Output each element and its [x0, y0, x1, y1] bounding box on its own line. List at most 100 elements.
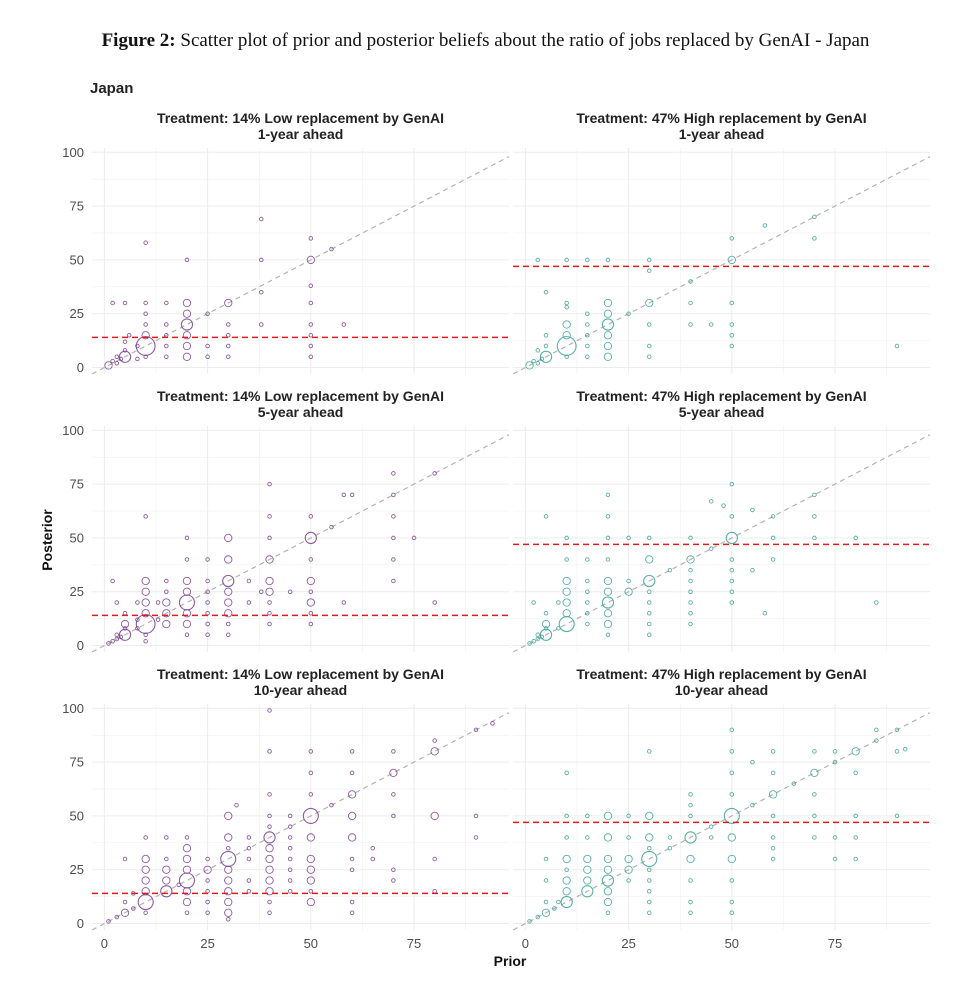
data-point	[770, 557, 776, 562]
data-point	[531, 638, 536, 644]
data-point	[832, 835, 838, 840]
data-point	[853, 813, 858, 819]
y-tick-label: 50	[70, 530, 84, 545]
data-point	[308, 611, 314, 616]
data-point	[585, 557, 590, 562]
data-point	[162, 598, 171, 607]
data-point	[259, 289, 264, 295]
data-point	[894, 343, 900, 349]
data-point	[182, 352, 192, 361]
data-point	[727, 854, 736, 864]
data-point	[603, 576, 613, 586]
data-point	[265, 854, 274, 864]
data-point	[122, 899, 128, 905]
data-point	[114, 914, 120, 920]
data-point	[543, 626, 549, 631]
data-point	[287, 856, 293, 862]
data-point	[164, 300, 169, 306]
data-point	[667, 567, 673, 573]
data-point	[894, 813, 900, 819]
data-point	[306, 576, 315, 586]
data-point	[874, 727, 879, 733]
data-point	[143, 322, 148, 327]
data-point	[688, 600, 693, 605]
data-point	[329, 246, 334, 252]
data-point	[601, 874, 615, 887]
data-point	[143, 240, 148, 245]
data-point	[562, 576, 571, 586]
data-point	[349, 910, 355, 916]
data-point	[688, 279, 693, 284]
data-point	[220, 850, 237, 868]
data-point	[832, 759, 838, 765]
data-point	[626, 878, 631, 883]
y-tick-label: 0	[77, 916, 84, 931]
data-point	[118, 628, 132, 641]
data-point	[688, 621, 693, 627]
data-point	[246, 845, 252, 851]
data-point	[164, 343, 169, 349]
data-point	[603, 811, 613, 821]
data-point	[306, 255, 315, 265]
data-point	[603, 341, 613, 351]
data-point	[585, 600, 590, 605]
data-point	[645, 298, 654, 308]
data-point	[164, 589, 169, 594]
data-point	[370, 845, 376, 851]
data-point	[224, 533, 233, 543]
data-point	[267, 749, 272, 754]
data-point	[543, 289, 549, 295]
data-point	[541, 908, 551, 917]
data-point	[646, 589, 652, 594]
data-point	[287, 813, 293, 819]
data-point	[729, 910, 735, 916]
data-point	[729, 333, 735, 338]
panel-2: Treatment: 47% High replacement by GenAI…	[512, 110, 931, 375]
x-axis-label: Prior	[494, 953, 527, 969]
data-point	[727, 833, 736, 842]
data-point	[770, 856, 776, 862]
data-point	[347, 790, 357, 799]
data-point	[605, 492, 611, 498]
data-point	[646, 535, 652, 541]
data-point	[184, 557, 190, 562]
panel-6: Treatment: 47% High replacement by GenAI…	[512, 666, 931, 951]
data-point	[430, 811, 439, 821]
data-point	[411, 535, 417, 541]
data-point	[564, 354, 569, 360]
data-point	[585, 813, 590, 819]
data-point	[624, 854, 633, 864]
x-tick-label: 25	[621, 936, 635, 951]
data-point	[603, 609, 613, 618]
data-point	[341, 492, 347, 498]
country-title: Japan	[90, 80, 134, 97]
diagonal-line	[91, 434, 510, 653]
data-point	[308, 749, 314, 754]
data-point	[182, 576, 192, 586]
data-point	[155, 617, 161, 622]
data-point	[562, 609, 571, 618]
data-point	[135, 626, 140, 631]
data-point	[224, 833, 233, 842]
data-point	[308, 792, 314, 797]
data-point	[601, 596, 615, 609]
data-point	[585, 611, 590, 616]
data-point	[141, 854, 150, 864]
data-point	[585, 333, 590, 338]
data-point	[391, 492, 396, 498]
data-point	[143, 514, 148, 519]
data-point	[564, 835, 569, 840]
panel-subtitle: 10-year ahead	[254, 682, 347, 698]
panel-title: Treatment: 14% Low replacement by GenAI	[157, 666, 444, 682]
panel-title: Treatment: 47% High replacement by GenAI	[576, 110, 866, 126]
data-point	[141, 876, 150, 885]
data-point	[287, 845, 293, 851]
data-point	[543, 899, 549, 905]
data-point	[143, 638, 148, 644]
data-point	[770, 835, 776, 840]
data-point	[688, 813, 693, 819]
data-point	[160, 885, 173, 898]
data-point	[287, 589, 293, 594]
data-point	[205, 856, 210, 862]
data-point	[391, 514, 396, 519]
